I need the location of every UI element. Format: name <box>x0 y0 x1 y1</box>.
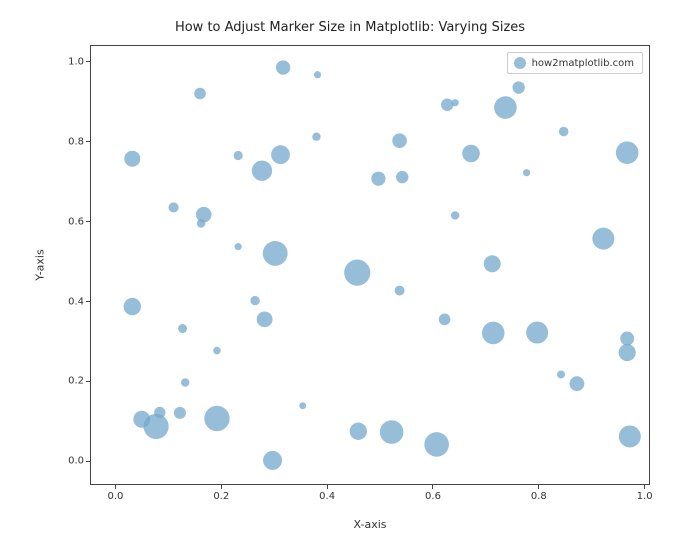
y-tick-label: 0.8 <box>60 136 84 147</box>
scatter-point <box>124 298 141 315</box>
scatter-point <box>570 376 585 391</box>
scatter-point <box>523 169 530 176</box>
scatter-point <box>350 423 367 440</box>
scatter-point <box>592 228 614 250</box>
scatter-point <box>263 451 282 470</box>
scatter-point <box>494 96 517 119</box>
scatter-point <box>194 88 206 100</box>
scatter-point <box>512 81 524 93</box>
scatter-point <box>482 322 505 345</box>
legend: how2matplotlib.com <box>507 52 643 74</box>
x-tick-label: 0.6 <box>425 491 441 502</box>
scatter-point <box>314 71 321 78</box>
y-tick-label: 1.0 <box>60 56 84 67</box>
scatter-point <box>557 371 565 379</box>
y-tick-mark <box>86 221 90 222</box>
y-tick-label: 0.4 <box>60 296 84 307</box>
y-tick-label: 0.0 <box>60 456 84 467</box>
x-tick-mark <box>432 485 433 489</box>
x-tick-mark <box>644 485 645 489</box>
scatter-point <box>619 344 636 361</box>
scatter-point <box>181 378 189 386</box>
scatter-point <box>257 311 273 327</box>
scatter-point <box>213 347 221 355</box>
scatter-point <box>441 99 453 111</box>
scatter-point <box>451 211 459 219</box>
x-tick-mark <box>221 485 222 489</box>
scatter-point <box>439 314 451 326</box>
scatter-point <box>235 243 242 250</box>
x-axis-label: X-axis <box>90 518 650 531</box>
scatter-point <box>620 332 634 346</box>
scatter-point <box>124 151 140 167</box>
x-tick-label: 0.2 <box>213 491 229 502</box>
legend-label: how2matplotlib.com <box>532 58 634 69</box>
x-tick-mark <box>538 485 539 489</box>
scatter-point <box>396 171 408 183</box>
scatter-point <box>312 133 320 141</box>
scatter-point <box>526 322 548 344</box>
x-tick-label: 1.0 <box>637 491 653 502</box>
scatter-point <box>371 172 385 186</box>
y-tick-label: 0.2 <box>60 376 84 387</box>
scatter-point <box>174 407 186 419</box>
scatter-point <box>178 324 187 333</box>
scatter-point <box>197 219 206 228</box>
x-tick-label: 0.8 <box>531 491 547 502</box>
scatter-point <box>168 202 178 212</box>
scatter-layer <box>91 46 649 484</box>
scatter-point <box>234 151 243 160</box>
scatter-point <box>619 425 641 447</box>
y-tick-mark <box>86 141 90 142</box>
x-tick-label: 0.4 <box>319 491 335 502</box>
scatter-point <box>276 60 290 74</box>
legend-marker-icon <box>514 57 526 69</box>
x-tick-mark <box>115 485 116 489</box>
scatter-point <box>392 133 407 148</box>
x-tick-mark <box>327 485 328 489</box>
scatter-point <box>250 296 259 305</box>
y-tick-mark <box>86 461 90 462</box>
scatter-point <box>204 406 229 431</box>
plot-area: how2matplotlib.com <box>90 45 650 485</box>
scatter-point <box>271 145 290 164</box>
scatter-point <box>344 259 370 285</box>
chart-title: How to Adjust Marker Size in Matplotlib:… <box>0 20 700 35</box>
y-tick-mark <box>86 61 90 62</box>
scatter-point <box>559 127 569 137</box>
y-tick-mark <box>86 301 90 302</box>
x-tick-label: 0.0 <box>107 491 123 502</box>
y-tick-label: 0.6 <box>60 216 84 227</box>
scatter-point <box>380 420 404 444</box>
y-axis-label: Y-axis <box>34 249 47 280</box>
scatter-point <box>424 432 449 457</box>
y-tick-mark <box>86 381 90 382</box>
scatter-point <box>252 160 272 180</box>
scatter-point <box>263 241 288 266</box>
scatter-point <box>133 411 150 428</box>
scatter-point <box>452 99 459 106</box>
scatter-point <box>395 286 405 296</box>
scatter-point <box>299 402 306 409</box>
figure: How to Adjust Marker Size in Matplotlib:… <box>0 0 700 560</box>
scatter-point <box>484 255 501 272</box>
scatter-point <box>154 407 165 418</box>
scatter-point <box>462 145 480 163</box>
scatter-point <box>616 141 639 164</box>
